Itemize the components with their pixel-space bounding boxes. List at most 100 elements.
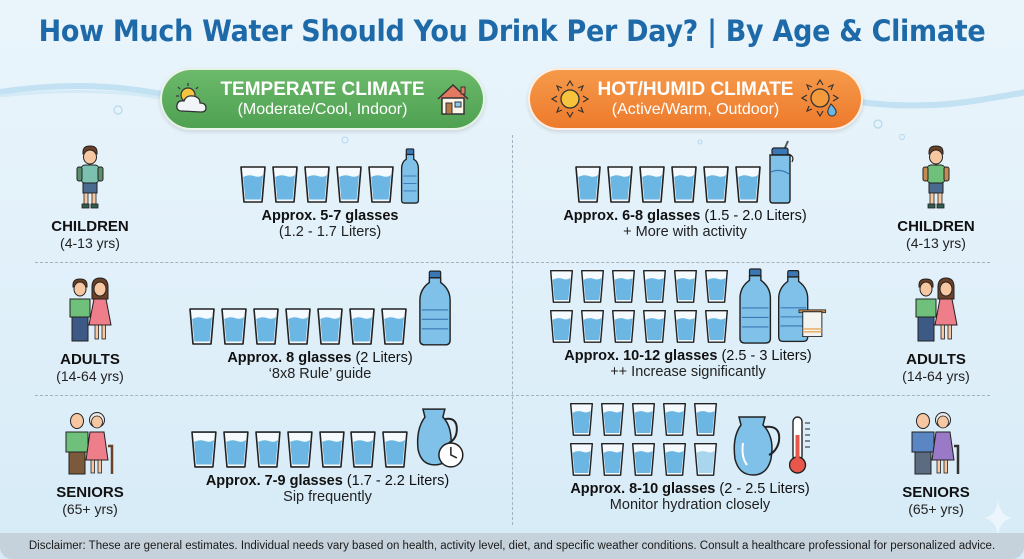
age-group-range: (14-64 yrs): [902, 368, 970, 384]
glass-icon: [380, 306, 408, 346]
thermometer-icon: [788, 416, 810, 474]
sparkle-icon: [984, 500, 1012, 536]
glass-icon: [670, 164, 698, 204]
age-group-range: (4-13 yrs): [60, 235, 120, 251]
temperate-title: TEMPERATE CLIMATE: [220, 78, 425, 100]
age-group-range: (4-13 yrs): [906, 235, 966, 251]
increase-note: ++ Increase significantly: [610, 364, 766, 380]
age-group-range: (14-64 yrs): [56, 368, 124, 384]
glass-icon: [574, 164, 602, 204]
recommendation-adults-hot: Approx. 10-12 glasses (2.5 - 3 Liters) +…: [548, 268, 828, 380]
glass-icon: [630, 401, 657, 437]
glass-icon: [692, 401, 719, 437]
glass-icon-partial: [692, 441, 719, 477]
glass-icon: [703, 308, 730, 344]
disclaimer-footer: Disclaimer: These are general estimates.…: [0, 533, 1024, 559]
glass-icon: [335, 164, 363, 204]
glass-icon: [348, 306, 376, 346]
sun-icon: [548, 77, 592, 121]
age-group-name: SENIORS: [902, 484, 970, 501]
glasses-row: [225, 148, 435, 204]
age-group-seniors-right: SENIORS (65+ yrs): [876, 406, 996, 517]
recommendation-adults-temperate: Approx. 8 glasses (2 Liters) ‘8x8 Rule’ …: [185, 270, 455, 382]
age-group-adults-left: ADULTS (14-64 yrs): [30, 273, 150, 384]
glass-icon: [548, 308, 575, 344]
glasses-amount: Approx. 7-9 glasses (1.7 - 2.2 Liters): [205, 473, 450, 489]
couple-figure-icon: [30, 273, 150, 343]
glass-icon: [606, 164, 634, 204]
glass-icon: [641, 268, 668, 304]
glass-icon: [381, 429, 409, 469]
page-title: How Much Water Should You Drink Per Day?…: [38, 14, 986, 48]
glass-icon: [303, 164, 331, 204]
glasses-amount: Approx. 6-8 glasses (1.5 - 2.0 Liters): [563, 208, 807, 224]
glasses-amount: Approx. 10-12 glasses (2.5 - 3 Liters): [564, 348, 812, 364]
age-group-name: ADULTS: [906, 351, 966, 368]
recommendation-children-hot: Approx. 6-8 glasses (1.5 - 2.0 Liters) +…: [550, 140, 820, 240]
age-group-name: ADULTS: [60, 351, 120, 368]
child-figure-icon: [876, 140, 996, 210]
glass-icon: [254, 429, 282, 469]
recommendation-seniors-temperate: Approx. 7-9 glasses (1.7 - 2.2 Liters) S…: [190, 405, 465, 505]
glass-icon: [672, 308, 699, 344]
temperate-subtitle: (Moderate/Cool, Indoor): [237, 100, 408, 118]
guide-note: ‘8x8 Rule’ guide: [268, 366, 372, 382]
hot-subtitle: (Active/Warm, Outdoor): [611, 100, 780, 118]
pitcher-icon: [733, 416, 780, 476]
glass-icon: [222, 429, 250, 469]
recommendation-seniors-hot: Approx. 8-10 glasses (2 - 2.5 Liters) Mo…: [555, 401, 825, 513]
pitcher-clock-icon: [417, 408, 464, 468]
glass-icon: [548, 268, 575, 304]
glass-icon: [734, 164, 762, 204]
glass-icon: [286, 429, 314, 469]
glass-icon: [630, 441, 657, 477]
house-icon: [431, 77, 475, 121]
age-group-range: (65+ yrs): [62, 501, 118, 517]
age-group-adults-right: ADULTS (14-64 yrs): [876, 273, 996, 384]
glasses-row: [548, 268, 828, 344]
glass-icon: [599, 441, 626, 477]
glass-icon: [661, 401, 688, 437]
age-group-children-right: CHILDREN (4-13 yrs): [876, 140, 996, 251]
glasses-row: [190, 405, 465, 469]
glass-icon: [579, 308, 606, 344]
column-divider: [512, 135, 513, 525]
sun-cloud-icon: [170, 77, 214, 121]
glass-icon: [316, 306, 344, 346]
row-divider-2: [35, 395, 990, 396]
glass-icon: [672, 268, 699, 304]
glass-icon: [284, 306, 312, 346]
sports-bottle-icon: [769, 140, 794, 204]
glass-icon: [220, 306, 248, 346]
glass-icon: [367, 164, 395, 204]
glass-icon: [349, 429, 377, 469]
hot-title: HOT/HUMID CLIMATE: [597, 78, 794, 100]
glass-icon: [318, 429, 346, 469]
glass-icon: [638, 164, 666, 204]
age-group-children-left: CHILDREN (4-13 yrs): [30, 140, 150, 251]
glasses-amount: Approx. 8 glasses (2 Liters): [227, 350, 413, 366]
glass-icon: [599, 401, 626, 437]
water-bottle-icon: [399, 148, 421, 204]
glass-icon: [271, 164, 299, 204]
temperate-climate-header: TEMPERATE CLIMATE (Moderate/Cool, Indoor…: [160, 68, 485, 130]
recommendation-children-temperate: Approx. 5-7 glasses (1.2 - 1.7 Liters): [225, 148, 435, 240]
liters-amount: (1.2 - 1.7 Liters): [278, 224, 382, 240]
activity-note: + More with activity: [623, 224, 747, 240]
glass-icon: [641, 308, 668, 344]
age-group-name: CHILDREN: [51, 218, 129, 235]
glass-icon: [568, 401, 595, 437]
glasses-amount: Approx. 8-10 glasses (2 - 2.5 Liters): [570, 481, 810, 497]
senior-couple-figure-icon: [30, 406, 150, 476]
glass-icon: [702, 164, 730, 204]
large-bottle-icon: [738, 268, 772, 344]
glass-icon: [610, 308, 637, 344]
age-group-seniors-left: SENIORS (65+ yrs): [30, 406, 150, 517]
glasses-row: [555, 401, 825, 477]
hot-climate-header: HOT/HUMID CLIMATE (Active/Warm, Outdoor): [528, 68, 863, 130]
row-divider-1: [35, 262, 990, 263]
sun-sweat-icon: [799, 77, 843, 121]
glass-icon: [610, 268, 637, 304]
glass-icon: [252, 306, 280, 346]
age-group-range: (65+ yrs): [908, 501, 964, 517]
